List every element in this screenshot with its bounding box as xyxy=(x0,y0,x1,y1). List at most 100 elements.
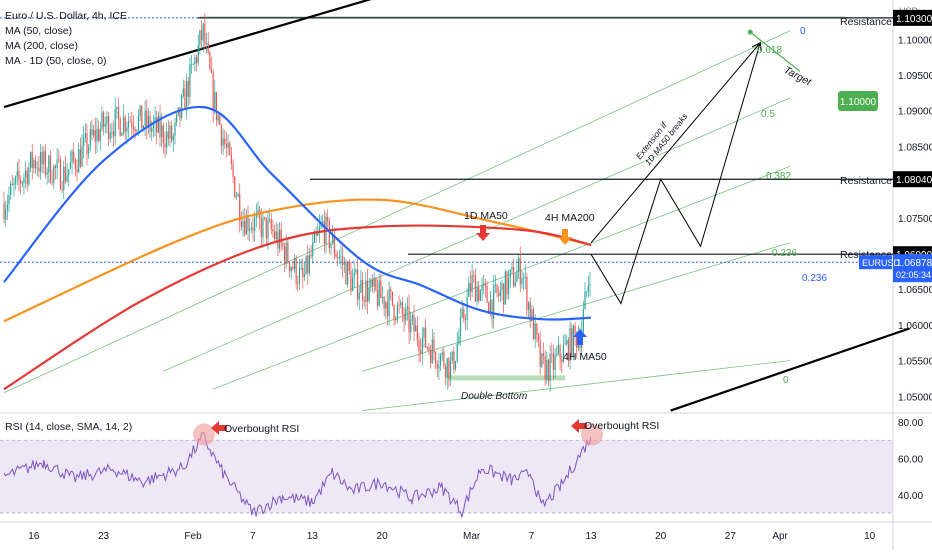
candle-body xyxy=(549,353,551,382)
current-price-text: 1.06878 xyxy=(896,258,932,269)
candle-body xyxy=(463,308,465,320)
candle-body xyxy=(81,145,83,167)
candle-body xyxy=(586,291,588,293)
candle-body xyxy=(184,88,186,110)
candle-body xyxy=(267,219,269,239)
candle-body xyxy=(161,125,163,138)
candle-body xyxy=(234,176,236,198)
candle-body xyxy=(425,327,427,348)
candle-body xyxy=(252,227,254,231)
candle-body xyxy=(217,115,219,121)
candle-body xyxy=(36,167,38,169)
candle-body xyxy=(438,365,440,369)
target-dot xyxy=(747,29,753,35)
candle-body xyxy=(536,323,538,335)
candle-body xyxy=(376,289,379,306)
candle-body xyxy=(86,133,88,154)
candle-body xyxy=(544,356,546,381)
time-tick: Feb xyxy=(184,531,202,542)
candle-body xyxy=(131,121,133,127)
candle-body xyxy=(159,116,161,138)
legend-ma50[interactable]: MA (50, close) xyxy=(5,25,73,37)
candle-body xyxy=(74,160,76,170)
candle-body xyxy=(368,287,370,302)
candle-body xyxy=(51,182,53,183)
resistance-3-badge xyxy=(893,9,932,26)
candle-body xyxy=(464,319,467,321)
candle-body xyxy=(408,306,410,333)
candle-body xyxy=(116,107,118,109)
price-tick: 1.08500 xyxy=(898,142,932,153)
candle-body xyxy=(310,254,312,257)
candle-body xyxy=(491,299,493,319)
candle-body xyxy=(322,221,324,223)
candle-body xyxy=(156,117,158,133)
time-tick: 10 xyxy=(864,531,876,542)
candle-body xyxy=(21,182,23,184)
legend-ma-1d[interactable]: MA · 1D (50, close, 0) xyxy=(5,55,107,67)
candle-body xyxy=(237,194,239,197)
candle-body xyxy=(524,276,526,279)
candle-body xyxy=(388,289,390,317)
candle-body xyxy=(285,242,287,265)
target-badge-text: 1.10000 xyxy=(840,97,877,108)
candle-body xyxy=(347,262,349,285)
candle-body xyxy=(393,305,395,320)
candle-body xyxy=(385,302,387,309)
candle-body xyxy=(171,125,173,141)
price-tick: 1.09500 xyxy=(898,71,932,82)
candle-body xyxy=(323,221,325,245)
candle-body xyxy=(129,121,131,123)
candle-body xyxy=(403,314,405,321)
candle-body xyxy=(69,162,71,169)
candle-body xyxy=(416,325,418,341)
candle-body xyxy=(290,267,292,272)
candle-body xyxy=(333,235,335,255)
candle-body xyxy=(154,117,156,124)
time-tick: 16 xyxy=(28,531,40,542)
candle-body xyxy=(71,151,73,163)
candle-body xyxy=(199,30,201,46)
candle-body xyxy=(418,340,420,351)
candle-body xyxy=(24,170,27,178)
candle-body xyxy=(410,318,412,333)
time-tick: 13 xyxy=(307,531,319,542)
candle-body xyxy=(59,159,62,190)
candle-body xyxy=(449,360,452,379)
candle-body xyxy=(23,177,25,183)
rsi-legend[interactable]: RSI (14, close, SMA, 14, 2) xyxy=(5,421,133,433)
candle-body xyxy=(313,233,316,243)
candle-body xyxy=(478,287,480,301)
candle-body xyxy=(244,221,246,235)
candle-body xyxy=(79,149,81,167)
fib-channel-line-4 xyxy=(3,30,791,394)
candle-body xyxy=(328,220,330,248)
candle-body xyxy=(441,352,443,356)
candle-body xyxy=(569,328,571,362)
candle-body xyxy=(320,222,322,227)
time-tick: 7 xyxy=(250,531,256,542)
candle-body xyxy=(214,92,216,111)
candle-body xyxy=(386,302,389,317)
candle-body xyxy=(134,129,136,131)
candle-body xyxy=(391,291,394,306)
candle-body xyxy=(479,290,482,301)
candle-body xyxy=(232,164,234,177)
candle-body xyxy=(169,125,171,139)
candle-body xyxy=(275,231,277,240)
candle-body xyxy=(453,351,455,370)
candle-body xyxy=(358,292,360,300)
price-tick: 1.06000 xyxy=(898,321,932,332)
candle-body xyxy=(381,296,384,299)
legend-ma200[interactable]: MA (200, close) xyxy=(5,40,78,52)
candle-body xyxy=(114,108,116,137)
candle-body xyxy=(182,88,184,97)
ma200-line xyxy=(3,224,592,391)
ma50-label: 4H MA50 xyxy=(563,351,607,363)
candle-body xyxy=(395,319,397,321)
candle-body xyxy=(448,358,450,379)
candle-body xyxy=(413,315,415,332)
time-tick: Mar xyxy=(463,531,481,542)
